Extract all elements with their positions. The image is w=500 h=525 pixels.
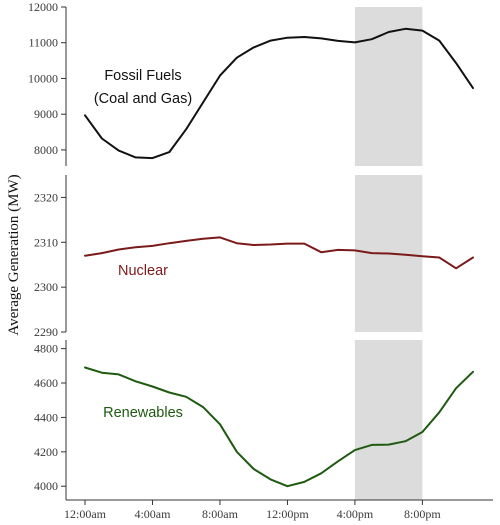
y-tick-label-renewables: 4200 <box>34 445 58 459</box>
y-tick-label-renewables: 4400 <box>34 410 58 424</box>
series-line-renewables <box>84 366 474 488</box>
y-tick-label-nuclear: 2310 <box>34 235 58 249</box>
y-tick-label-nuclear: 2320 <box>34 190 58 204</box>
y-tick-label-fossil: 9000 <box>34 107 58 121</box>
y-tick-label-renewables: 4000 <box>34 479 58 493</box>
series-label-nuclear: Nuclear <box>118 263 168 279</box>
series-lines <box>84 27 474 488</box>
y-tick-label-renewables: 4600 <box>34 376 58 390</box>
y-axis-label: Average Generation (MW) <box>6 174 22 335</box>
x-tick-label: 4:00am <box>134 507 171 521</box>
series-line-fossil <box>84 27 474 160</box>
y-tick-label-fossil: 12000 <box>28 0 58 14</box>
x-tick-label: 12:00pm <box>266 507 309 521</box>
y-tick-label-fossil: 8000 <box>34 143 58 157</box>
series-label-fossil: (Coal and Gas) <box>94 91 192 107</box>
x-tick-label: 12:00am <box>64 507 107 521</box>
y-tick-label-renewables: 4800 <box>34 342 58 356</box>
series-labels: Fossil Fuels (Coal and Gas) Nuclear Renewab… <box>94 68 192 421</box>
highlight-band-renewables <box>354 340 423 500</box>
series-label-fossil: Fossil Fuels <box>104 68 181 84</box>
x-tick-label: 8:00pm <box>404 507 441 521</box>
highlight-band-fossil <box>354 7 423 166</box>
y-tick-label-fossil: 11000 <box>28 36 58 50</box>
y-tick-label-nuclear: 2290 <box>34 325 58 339</box>
x-tick-label: 4:00pm <box>337 507 374 521</box>
series-label-renewables: Renewables <box>103 405 183 421</box>
series-line-nuclear <box>84 236 474 270</box>
y-tick-label-fossil: 10000 <box>28 71 58 85</box>
x-tick-label: 8:00am <box>202 507 239 521</box>
axes: 8000 9000 10000 11000 12000 2290 2300 2310 2320 4… <box>28 0 493 521</box>
y-tick-label-nuclear: 2300 <box>34 280 58 294</box>
